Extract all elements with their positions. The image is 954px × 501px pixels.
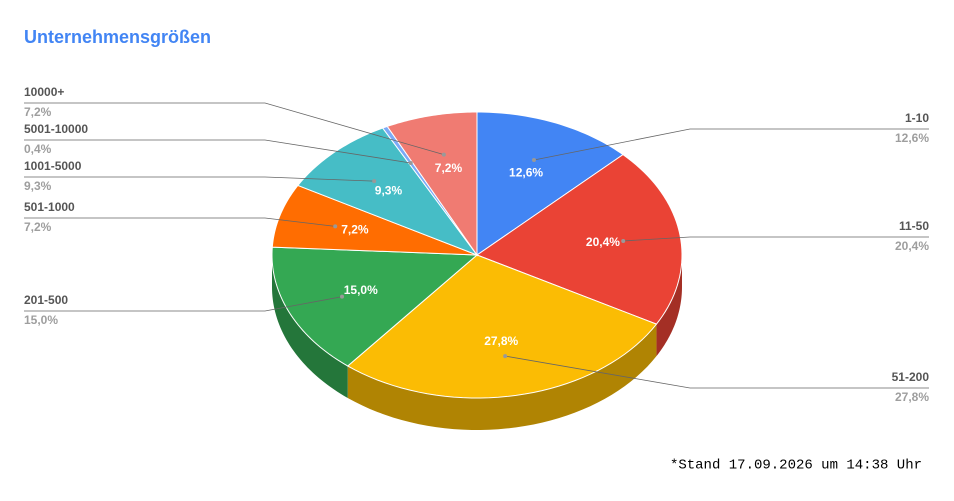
slice [386,111,478,257]
legend-value: 27,8% [895,390,929,404]
slice-label: 9,3% [375,184,403,198]
callout-dot [621,238,626,243]
legend-label: 51-200 [892,370,930,384]
callout-line [505,355,929,389]
legend-label: 1001-5000 [24,159,82,173]
slice-label: 7,2% [435,161,463,175]
callout-line [24,139,411,164]
legend-label: 11-50 [899,219,929,233]
slice [346,254,658,399]
slice-label: 20,4% [586,235,620,249]
callout-dot [441,152,446,157]
legend-value: 20,4% [895,239,929,253]
callout-line [24,176,375,182]
legend-label: 5001-10000 [24,122,88,136]
chart-title: Unternehmensgrößen [24,27,211,47]
legend-value: 7,2% [24,220,52,234]
slice-label: 7,2% [341,223,369,237]
slice [476,111,624,256]
slice [271,184,478,256]
legend-value: 12,6% [895,131,929,145]
slice-side [347,324,657,430]
legend-value: 15,0% [24,313,58,327]
slice-label: 27,8% [484,334,518,348]
callout-dot [408,160,413,165]
legend-value: 7,2% [24,105,52,119]
callout-dot [340,294,345,299]
slice [297,127,479,257]
legend-label: 10000+ [24,85,64,99]
callout-dot [531,158,536,163]
callout-dot [372,179,377,184]
slice [271,246,479,367]
legend-value: 9,3% [24,179,52,193]
legend-value: 0,4% [24,142,52,156]
legend-label: 201-500 [24,293,68,307]
callout-line [533,128,929,161]
footnote: *Stand 17.09.2026 um 14:38 Uhr [670,458,922,474]
callout-line [24,296,343,312]
callout-dot [333,224,338,229]
slice [475,153,683,325]
slice-label: 12,6% [509,165,543,179]
callout-dot [503,354,508,359]
slice-side [272,255,348,398]
slice [381,125,478,256]
legend-label: 501-1000 [24,200,75,214]
labels: 12,6% 1-10 12,6% 20,4% 11-50 20,4% 27,8% 51-200… [24,85,929,404]
callout-line [24,102,444,156]
slice-label: 15,0% [344,283,378,297]
callout-line [623,236,929,242]
callout-line [24,217,336,227]
pie-tops [271,111,683,399]
legend-label: 1-10 [905,111,929,125]
